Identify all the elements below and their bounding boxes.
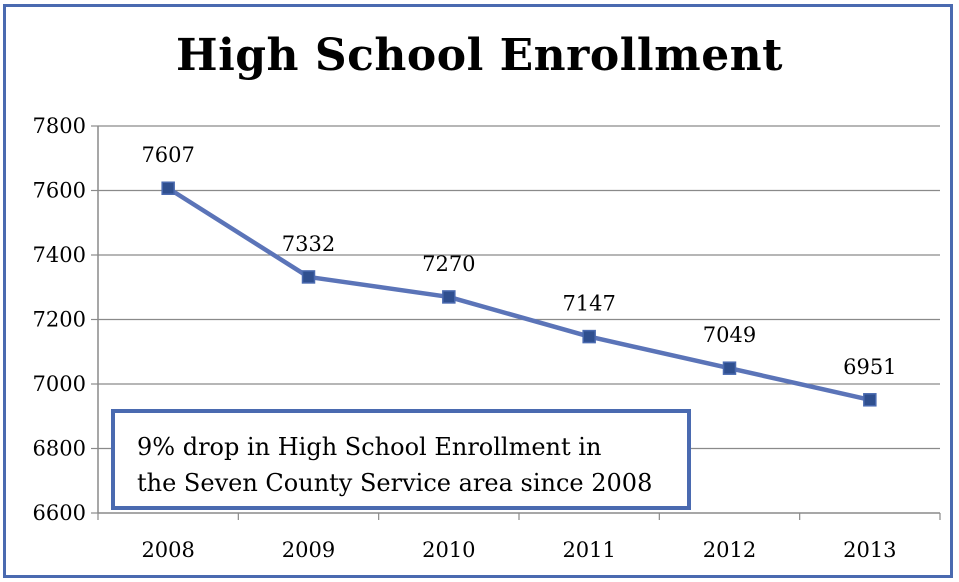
y-axis-ticks: 6600 6800 7000 7200 7400 7600 7800 (33, 114, 98, 525)
data-point-2010 (442, 290, 456, 304)
x-tick-label-2008: 2008 (141, 538, 194, 562)
data-label-2013: 6951 (843, 355, 896, 379)
annotation-line-1: 9% drop in High School Enrollment in (137, 433, 602, 461)
series-line (166, 186, 871, 402)
gridlines (98, 125, 940, 450)
data-labels: 7607 7332 7270 7147 7049 6951 (141, 143, 896, 379)
x-tick-label-2012: 2012 (703, 538, 756, 562)
x-tick-label-2009: 2009 (282, 538, 335, 562)
x-tick-label-2010: 2010 (422, 538, 475, 562)
data-label-2010: 7270 (422, 252, 475, 276)
data-label-2012: 7049 (703, 323, 756, 347)
series-polyline (166, 186, 871, 402)
data-label-2009: 7332 (282, 232, 335, 256)
annotation-line-2: the Seven County Service area since 2008 (137, 469, 653, 497)
y-tick-label-6600: 6600 (33, 501, 86, 525)
data-label-2011: 7147 (562, 292, 615, 316)
data-point-2012 (722, 361, 737, 375)
data-point-2013 (863, 393, 877, 407)
y-tick-label-7200: 7200 (33, 308, 86, 332)
series-markers (161, 181, 877, 407)
y-tick-label-7000: 7000 (33, 372, 86, 396)
y-tick-label-7400: 7400 (33, 243, 86, 267)
x-axis-ticks: 2008 2009 2010 2011 2012 2013 (97, 513, 941, 562)
data-point-2008 (161, 181, 175, 195)
y-tick-label-7800: 7800 (33, 114, 86, 138)
data-label-2008: 7607 (141, 143, 194, 167)
data-point-2011 (582, 329, 596, 344)
chart-title: High School Enrollment (176, 30, 783, 81)
data-point-2009 (301, 270, 316, 284)
x-tick-label-2011: 2011 (562, 538, 615, 562)
y-tick-label-7600: 7600 (33, 179, 86, 203)
annotation-box: 9% drop in High School Enrollment in the… (111, 409, 691, 510)
x-tick-label-2013: 2013 (843, 538, 896, 562)
y-tick-label-6800: 6800 (33, 437, 86, 461)
